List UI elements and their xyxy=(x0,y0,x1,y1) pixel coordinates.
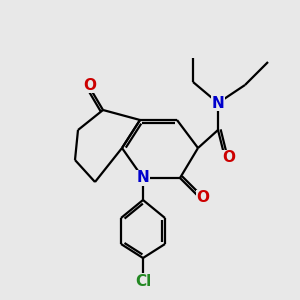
Text: N: N xyxy=(212,95,224,110)
Text: Cl: Cl xyxy=(135,274,151,289)
Text: O: O xyxy=(196,190,209,206)
Text: N: N xyxy=(136,170,149,185)
Text: O: O xyxy=(83,77,97,92)
Text: O: O xyxy=(222,151,235,166)
